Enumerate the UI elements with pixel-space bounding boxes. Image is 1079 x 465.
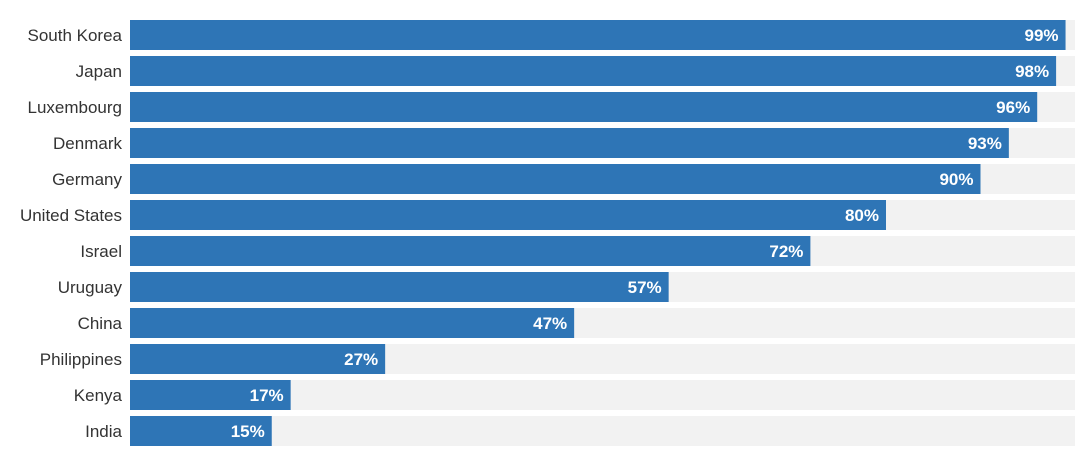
category-label-india: India <box>85 422 122 441</box>
category-label-china: China <box>78 314 123 333</box>
category-label-philippines: Philippines <box>40 350 122 369</box>
category-label-luxembourg: Luxembourg <box>27 98 122 117</box>
bar-luxembourg <box>130 92 1038 122</box>
bar-japan <box>130 56 1057 86</box>
bar-germany <box>130 164 981 194</box>
bar-india <box>130 416 272 446</box>
value-label-united-states: 80% <box>845 206 879 225</box>
bar-china <box>130 308 575 338</box>
bar-united-states <box>130 200 886 230</box>
value-label-israel: 72% <box>769 242 803 261</box>
category-label-south-korea: South Korea <box>27 26 122 45</box>
value-label-germany: 90% <box>939 170 973 189</box>
bar-uruguay <box>130 272 669 302</box>
bar-south-korea <box>130 20 1066 50</box>
category-label-israel: Israel <box>80 242 122 261</box>
value-label-luxembourg: 96% <box>996 98 1030 117</box>
category-label-uruguay: Uruguay <box>58 278 123 297</box>
bar-philippines <box>130 344 386 374</box>
value-label-south-korea: 99% <box>1025 26 1059 45</box>
category-label-united-states: United States <box>20 206 122 225</box>
bar-denmark <box>130 128 1009 158</box>
category-label-denmark: Denmark <box>53 134 122 153</box>
bar-israel <box>130 236 811 266</box>
value-label-kenya: 17% <box>250 386 284 405</box>
category-label-kenya: Kenya <box>74 386 123 405</box>
category-label-japan: Japan <box>76 62 122 81</box>
category-label-germany: Germany <box>52 170 122 189</box>
value-label-philippines: 27% <box>344 350 378 369</box>
value-label-denmark: 93% <box>968 134 1002 153</box>
value-label-india: 15% <box>231 422 265 441</box>
value-label-japan: 98% <box>1015 62 1049 81</box>
value-label-uruguay: 57% <box>628 278 662 297</box>
bar-kenya <box>130 380 291 410</box>
value-label-china: 47% <box>533 314 567 333</box>
bar-track-india <box>130 416 1075 446</box>
